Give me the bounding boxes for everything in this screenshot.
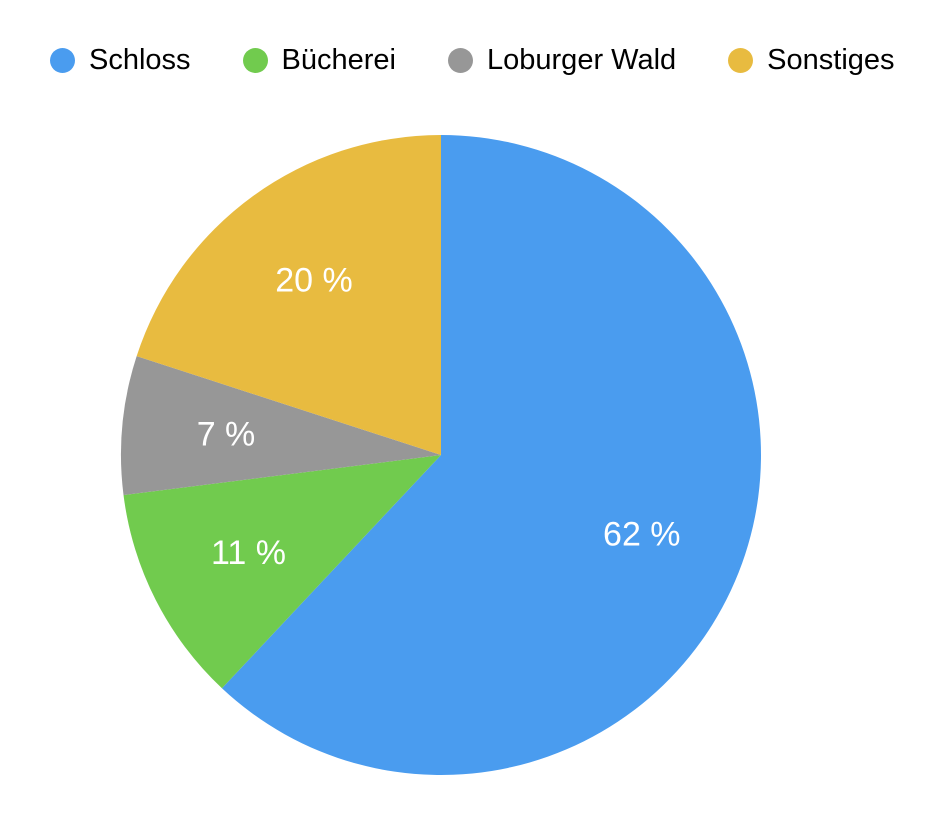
legend-label: Sonstiges — [767, 44, 895, 76]
legend-label: Bücherei — [281, 44, 397, 76]
pie-slice-label-schloss: 62 % — [603, 516, 681, 554]
legend-item-loburger-wald: Loburger Wald — [448, 46, 676, 75]
legend-item-schloss: Schloss — [50, 46, 191, 75]
pie-slice-bucherei — [123, 455, 442, 689]
pie-slice-label-bucherei: 11 % — [211, 534, 286, 572]
pie-slice-loburger-wald — [120, 356, 442, 496]
legend-dot-icon — [50, 48, 75, 73]
legend-item-sonstiges: Sonstiges — [728, 44, 895, 76]
pie-slice-label-sonstiges: 20 % — [275, 261, 353, 299]
legend-dot-icon — [728, 48, 754, 73]
legend-dot-icon — [242, 48, 268, 73]
legend-dot-icon — [448, 48, 474, 73]
chart-legend: Schloss Bücherei Loburger Wald Sonstiges — [50, 46, 895, 75]
legend-label: Schloss — [89, 44, 191, 76]
pie-slice-label-loburger-wald: 7 % — [197, 416, 256, 454]
legend-label: Loburger Wald — [487, 44, 677, 76]
legend-item-bucherei: Bücherei — [242, 44, 397, 76]
pie-slice-sonstiges — [136, 135, 441, 455]
pie-slice-schloss — [221, 135, 761, 775]
